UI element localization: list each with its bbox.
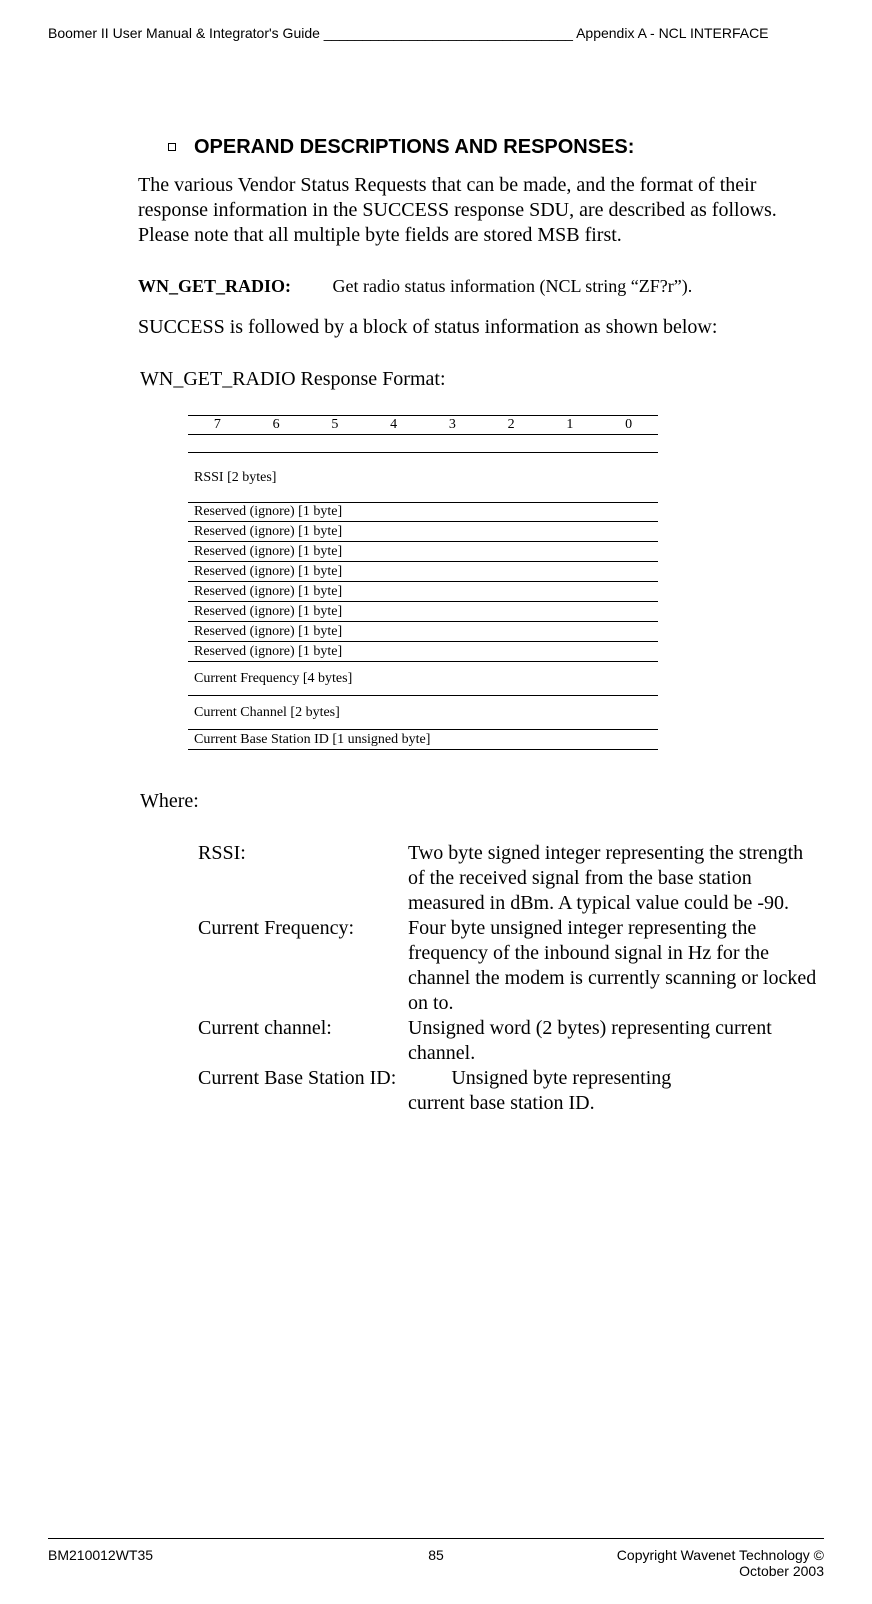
bit-cell: 1 xyxy=(541,417,600,433)
table-cell: Reserved (ignore) [1 byte] xyxy=(194,644,342,660)
table-row: Current Channel [2 bytes] xyxy=(188,696,658,730)
footer-doc-id: BM210012WT35 xyxy=(48,1547,307,1579)
table-cell: Reserved (ignore) [1 byte] xyxy=(194,544,342,560)
def-desc: Two byte signed integer representing the… xyxy=(408,841,824,916)
table-cell: Reserved (ignore) [1 byte] xyxy=(194,624,342,640)
table-cell: Current Frequency [4 bytes] xyxy=(194,671,352,687)
section-heading: OPERAND DESCRIPTIONS AND RESPONSES: xyxy=(168,136,824,159)
command-desc: Get radio status information (NCL string… xyxy=(333,276,693,296)
bit-cell: 4 xyxy=(364,417,423,433)
where-label: Where: xyxy=(140,790,824,813)
definitions: RSSI: Two byte signed integer representi… xyxy=(198,841,824,1116)
table-row: Reserved (ignore) [1 byte] xyxy=(188,522,658,542)
page: Boomer II User Manual & Integrator's Gui… xyxy=(0,0,872,1604)
table-cell: Reserved (ignore) [1 byte] xyxy=(194,604,342,620)
table-cell: Current Base Station ID [1 unsigned byte… xyxy=(194,732,430,748)
bit-cell: 7 xyxy=(188,417,247,433)
bit-cell: 0 xyxy=(599,417,658,433)
def-desc: Unsigned word (2 bytes) representing cur… xyxy=(408,1016,824,1066)
square-bullet-icon xyxy=(168,143,176,151)
table-row: RSSI [2 bytes] xyxy=(188,453,658,503)
table-cell: RSSI [2 bytes] xyxy=(194,470,276,486)
intro-paragraph: The various Vendor Status Requests that … xyxy=(138,173,824,248)
table-row: Current Base Station ID [1 unsigned byte… xyxy=(188,730,658,750)
table-cell: Reserved (ignore) [1 byte] xyxy=(194,584,342,600)
page-footer: BM210012WT35 85 Copyright Wavenet Techno… xyxy=(48,1538,824,1579)
table-row: Current Frequency [4 bytes] xyxy=(188,662,658,696)
table-row: Reserved (ignore) [1 byte] xyxy=(188,582,658,602)
command-line: WN_GET_RADIO: Get radio status informati… xyxy=(138,276,824,297)
bit-cell: 3 xyxy=(423,417,482,433)
def-term: Current Frequency: xyxy=(198,916,408,1016)
def-desc-cont: current base station ID. xyxy=(408,1091,824,1116)
response-format-table: 7 6 5 4 3 2 1 0 RSSI [2 bytes] Reserved … xyxy=(188,415,658,750)
def-term: Current Base Station ID: xyxy=(198,1067,396,1089)
command-name: WN_GET_RADIO: xyxy=(138,276,328,297)
def-term: RSSI: xyxy=(198,841,408,916)
table-cell: Reserved (ignore) [1 byte] xyxy=(194,504,342,520)
table-spacer xyxy=(188,435,658,453)
footer-copyright: Copyright Wavenet Technology © October 2… xyxy=(565,1547,824,1579)
bit-cell: 2 xyxy=(482,417,541,433)
table-row: Reserved (ignore) [1 byte] xyxy=(188,602,658,622)
table-row: Reserved (ignore) [1 byte] xyxy=(188,502,658,522)
success-text: SUCCESS is followed by a block of status… xyxy=(138,315,824,340)
table-row: Reserved (ignore) [1 byte] xyxy=(188,542,658,562)
format-title: WN_GET_RADIO Response Format: xyxy=(140,368,824,391)
def-row: Current Frequency: Four byte unsigned in… xyxy=(198,916,824,1016)
def-row: Current Base Station ID: Unsigned byte r… xyxy=(198,1066,824,1091)
section-heading-text: OPERAND DESCRIPTIONS AND RESPONSES: xyxy=(194,136,634,159)
bit-header-row: 7 6 5 4 3 2 1 0 xyxy=(188,415,658,435)
bit-cell: 5 xyxy=(306,417,365,433)
page-header: Boomer II User Manual & Integrator's Gui… xyxy=(48,25,824,41)
def-row: Current channel: Unsigned word (2 bytes)… xyxy=(198,1016,824,1066)
table-cell: Reserved (ignore) [1 byte] xyxy=(194,564,342,580)
table-row: Reserved (ignore) [1 byte] xyxy=(188,562,658,582)
table-row: Reserved (ignore) [1 byte] xyxy=(188,642,658,662)
bit-cell: 6 xyxy=(247,417,306,433)
def-row: RSSI: Two byte signed integer representi… xyxy=(198,841,824,916)
table-cell: Current Channel [2 bytes] xyxy=(194,705,340,721)
def-desc: Four byte unsigned integer representing … xyxy=(408,916,824,1016)
table-cell: Reserved (ignore) [1 byte] xyxy=(194,524,342,540)
footer-page-number: 85 xyxy=(307,1547,566,1579)
def-term: Current channel: xyxy=(198,1016,408,1066)
def-desc: Unsigned byte representing xyxy=(451,1067,671,1089)
table-row: Reserved (ignore) [1 byte] xyxy=(188,622,658,642)
